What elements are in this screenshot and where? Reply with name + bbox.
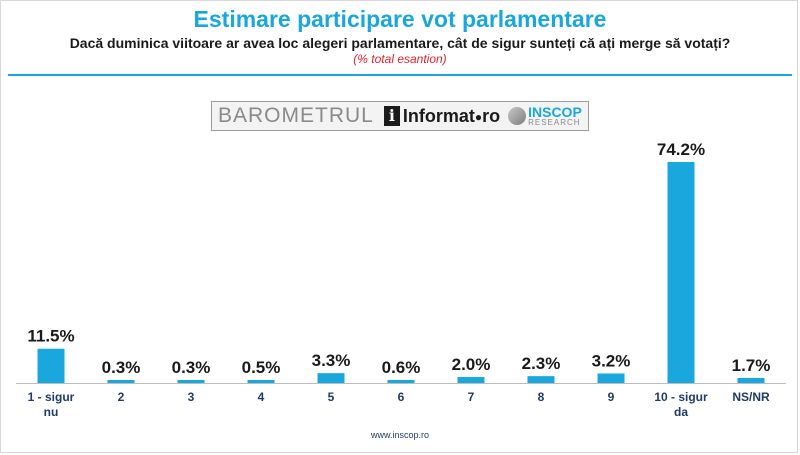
logo-ro-word: ro	[482, 105, 501, 126]
bar-1	[37, 348, 65, 383]
category-label-6: 6	[398, 390, 405, 404]
value-label-10: 74.2%	[657, 140, 705, 159]
value-label-5: 3.3%	[312, 351, 351, 370]
logo-informat-text: Informat●ro	[403, 106, 500, 127]
value-label-4: 0.5%	[242, 358, 281, 377]
value-label-1: 11.5%	[27, 327, 74, 346]
logo-inscop: INSCOP RESEARCH	[528, 105, 582, 127]
title-divider	[8, 74, 792, 76]
category-label-2: 2	[118, 390, 125, 404]
bar-11	[737, 377, 765, 383]
category-label-3: 3	[188, 390, 195, 404]
value-label-6: 0.6%	[382, 358, 421, 377]
logo-barometrul-text: BAROMETRUL	[218, 104, 374, 127]
value-label-2: 0.3%	[102, 358, 141, 377]
inscop-logo-icon	[508, 107, 527, 125]
bar-2	[107, 380, 135, 383]
category-label-11: NS/NR	[732, 390, 770, 404]
bar-6	[387, 380, 415, 383]
value-label-7: 2.0%	[452, 355, 491, 374]
category-label-9: 9	[608, 390, 615, 404]
source-url: www.inscop.ro	[370, 430, 430, 440]
category-label-10: 10 - sigur da	[654, 390, 708, 419]
chart-note: (% total esantion)	[353, 52, 447, 66]
bar-8	[527, 376, 555, 383]
value-label-8: 2.3%	[522, 354, 561, 373]
value-label-11: 1.7%	[732, 356, 771, 375]
logo-research-text: RESEARCH	[528, 118, 581, 127]
bar-7	[457, 377, 485, 383]
bar-5	[317, 373, 345, 383]
bar-9	[597, 373, 625, 383]
category-label-7: 7	[468, 390, 475, 404]
value-label-9: 3.2%	[592, 351, 631, 370]
logo-inscop-text: INSCOP	[528, 104, 582, 120]
barometrul-logo: BAROMETRUL i Informat●ro INSCOP RESEARCH	[211, 101, 589, 131]
chart-subtitle: Dacă duminica viitoare ar avea loc alege…	[69, 35, 731, 51]
value-label-3: 0.3%	[172, 358, 211, 377]
bar-10	[667, 162, 695, 383]
category-label-4: 4	[258, 390, 265, 404]
category-label-1: 1 - sigur nu	[28, 390, 75, 419]
bar-4	[247, 380, 275, 383]
informat-logo-icon: i	[383, 106, 400, 126]
chart-title: Estimare participare vot parlamentare	[193, 6, 607, 32]
category-label-5: 5	[328, 390, 335, 404]
bar-3	[177, 380, 205, 383]
logo-informat-word: Informat	[402, 105, 475, 126]
category-label-8: 8	[538, 390, 545, 404]
logo-dot-icon: ●	[474, 109, 483, 124]
